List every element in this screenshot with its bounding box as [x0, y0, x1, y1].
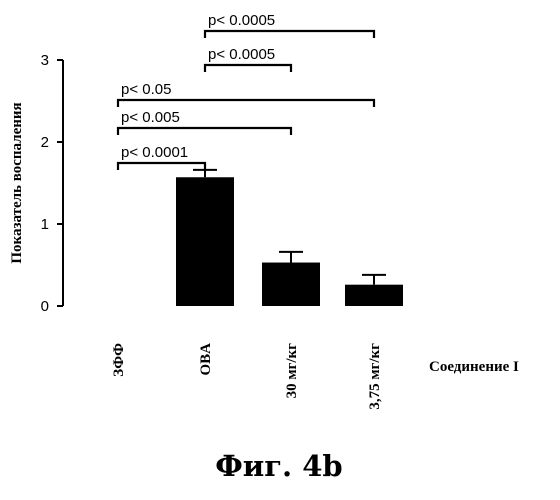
significance-label: p< 0.0001	[121, 144, 188, 161]
significance-bracket	[118, 100, 374, 107]
significance-bracket	[205, 31, 374, 38]
figure-caption: Фиг. 4b	[215, 449, 342, 483]
category-label: OBA	[198, 343, 214, 376]
y-axis-label: Показатель воспаления	[9, 102, 25, 263]
significance-bracket	[118, 163, 205, 170]
significance-brackets: p< 0.0001 p< 0.005 p< 0.05 p< 0.0005 p< 0.00…	[118, 12, 374, 170]
significance-label: p< 0.05	[121, 81, 171, 98]
category-label: 30 мг/кг	[284, 343, 300, 399]
bar-2	[262, 263, 320, 306]
y-tick-label: 2	[41, 134, 49, 151]
y-tick-label: 0	[41, 298, 49, 315]
y-tick-label: 1	[41, 216, 49, 233]
axis-labels: ЗФФ OBA 30 мг/кг 3,75 мг/кг	[111, 343, 383, 410]
group-label: Соединение I	[429, 359, 519, 375]
significance-bracket	[205, 65, 291, 72]
significance-label: p< 0.005	[121, 109, 180, 126]
y-tick-label: 3	[41, 52, 49, 69]
bars	[176, 177, 403, 306]
significance-label: p< 0.0005	[208, 12, 275, 29]
category-label: 3,75 мг/кг	[367, 343, 383, 410]
significance-label: p< 0.0005	[208, 46, 275, 63]
significance-bracket	[118, 128, 291, 135]
bar-3	[345, 285, 403, 306]
category-label: ЗФФ	[111, 343, 127, 377]
bar-1	[176, 177, 234, 306]
axes: 0 1 2 3	[41, 52, 63, 315]
